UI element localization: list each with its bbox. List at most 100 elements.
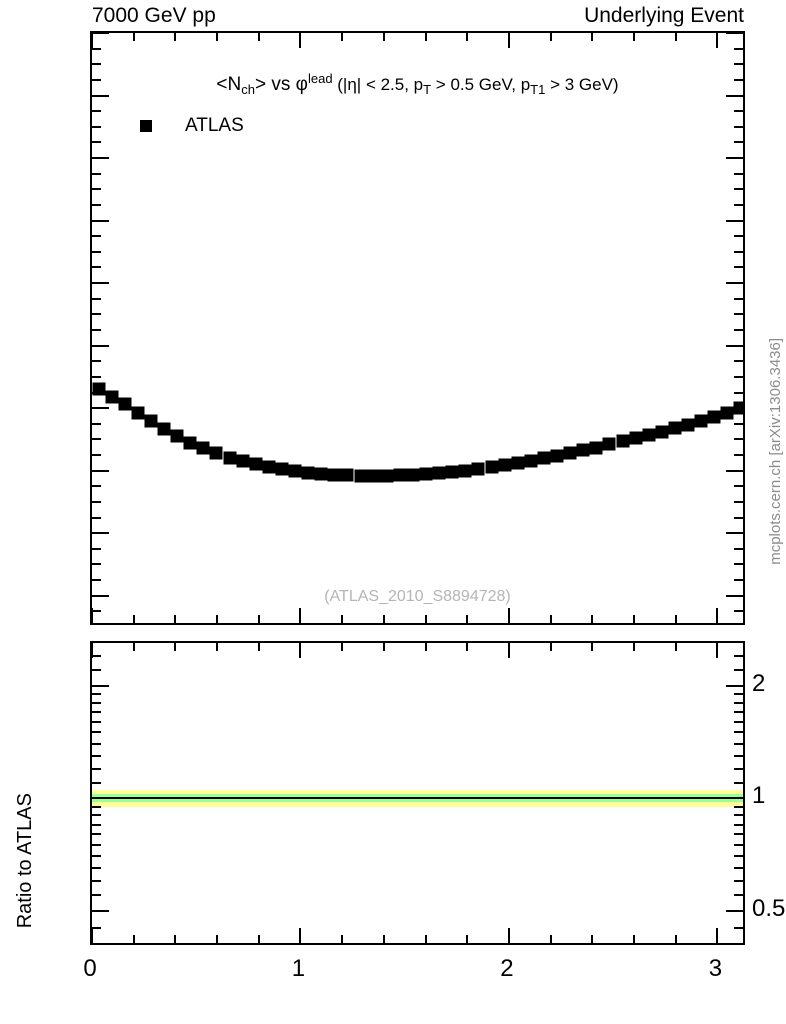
ratio-y-tick-minor-right (734, 867, 743, 870)
y-tick-minor-right (734, 500, 743, 503)
data-point-marker (223, 451, 237, 465)
title-cuts-2: > 0.5 GeV, p (431, 75, 531, 94)
data-point-marker (209, 446, 223, 460)
y-tick-minor-right (734, 516, 743, 519)
ratio-y-tick-minor-right (734, 833, 743, 836)
data-point-marker (642, 428, 656, 442)
ratio-y-tick-minor (92, 855, 101, 858)
data-point-marker (485, 460, 499, 474)
ratio-y-tick-minor (92, 926, 101, 929)
x-tick-minor-top (591, 33, 594, 41)
x-tick-major-top (91, 33, 93, 48)
legend-marker-atlas (140, 120, 152, 132)
y-tick-minor-right (734, 235, 743, 238)
y-tick-minor-right (734, 110, 743, 113)
data-point-marker (550, 449, 564, 463)
data-point-marker (589, 441, 603, 455)
x-tick-minor-bottom (633, 615, 636, 623)
data-point-marker (288, 464, 302, 478)
ratio-x-tick-major-bottom (716, 928, 719, 943)
y-tick-minor-right (734, 610, 743, 613)
ratio-y-axis-tick-label-right: 2 (752, 669, 766, 697)
y-tick-minor (92, 125, 101, 128)
data-point-marker (314, 467, 328, 481)
x-tick-minor-top (341, 33, 344, 41)
y-tick-major-right (726, 344, 743, 347)
title-observable-open: <N (216, 74, 242, 95)
data-point-marker (380, 469, 394, 483)
ratio-y-tick-major (92, 909, 109, 912)
ratio-x-tick-major-top (716, 643, 719, 658)
ratio-x-tick-major-bottom (299, 928, 302, 943)
ratio-y-tick-minor-right (734, 855, 743, 858)
y-tick-minor-right (734, 63, 743, 66)
data-point-marker (354, 469, 368, 483)
data-point-marker (498, 458, 512, 472)
ratio-x-tick-minor-top (674, 643, 677, 651)
ratio-x-tick-major-top (92, 643, 93, 658)
x-tick-minor-bottom (466, 615, 469, 623)
ratio-y-tick-minor (92, 711, 101, 713)
ratio-x-tick-minor-bottom (216, 935, 219, 943)
y-tick-major-right (726, 407, 743, 410)
y-tick-minor-right (734, 329, 743, 331)
title-phi-symbol: φ (295, 74, 308, 95)
data-point-marker (524, 454, 538, 468)
y-tick-minor-right (734, 188, 743, 191)
x-tick-major-bottom (507, 608, 510, 623)
ratio-y-tick-minor (92, 731, 101, 734)
ratio-y-tick-minor (92, 754, 101, 757)
data-point-marker (131, 406, 145, 420)
ratio-y-tick-minor (92, 781, 101, 784)
ratio-y-tick-major (92, 684, 109, 687)
ratio-y-tick-major-right (726, 797, 743, 800)
ratio-plot-panel (90, 641, 745, 945)
y-tick-major (92, 407, 109, 410)
y-tick-minor (92, 235, 101, 238)
data-point-marker (236, 454, 250, 468)
title-cuts-1: (|η| < 2.5, p (332, 75, 424, 94)
y-tick-minor-right (734, 360, 743, 363)
y-tick-minor (92, 141, 101, 144)
data-point-marker (275, 462, 289, 476)
y-tick-minor-right (734, 78, 743, 81)
y-tick-minor (92, 438, 101, 441)
y-tick-major-right (726, 594, 743, 597)
ratio-y-tick-minor (92, 742, 101, 745)
x-tick-minor-bottom (591, 615, 594, 623)
x-tick-minor-top (674, 33, 677, 41)
y-tick-minor (92, 172, 101, 175)
ratio-x-tick-minor-top (466, 643, 469, 651)
y-tick-minor-right (734, 172, 743, 175)
ratio-x-tick-major-top (507, 643, 510, 658)
data-point-marker (681, 418, 695, 432)
ratio-y-tick-minor (92, 843, 101, 846)
y-tick-minor-right (734, 563, 743, 566)
y-tick-major-right (726, 94, 743, 97)
y-tick-minor-right (734, 391, 743, 394)
ratio-y-tick-minor-right (734, 926, 743, 929)
ratio-x-tick-minor-bottom (674, 935, 677, 943)
mcplots-credit: mcplots.cern.ch [arXiv:1306.3436] (767, 338, 784, 565)
data-point-marker (157, 422, 171, 436)
x-tick-minor-bottom (216, 615, 219, 623)
ratio-y-tick-minor-right (734, 692, 743, 695)
title-cuts-3: > 3 GeV) (545, 75, 619, 94)
ratio-y-tick-minor-right (734, 742, 743, 745)
data-point-marker (511, 456, 525, 470)
ratio-y-tick-minor-right (734, 814, 743, 817)
ratio-y-tick-minor-right (734, 767, 743, 770)
y-tick-minor (92, 47, 101, 50)
y-tick-minor-right (734, 547, 743, 550)
y-tick-minor (92, 360, 101, 363)
y-tick-minor (92, 63, 101, 66)
ratio-y-tick-minor (92, 867, 101, 870)
x-tick-minor-top (257, 33, 260, 41)
ratio-y-tick-minor-right (734, 894, 743, 897)
y-tick-minor-right (734, 313, 743, 316)
x-tick-major-top (299, 33, 302, 48)
y-tick-minor (92, 375, 101, 378)
data-point-marker (576, 443, 590, 457)
data-point-marker (301, 466, 315, 480)
x-tick-major-top (507, 33, 510, 48)
